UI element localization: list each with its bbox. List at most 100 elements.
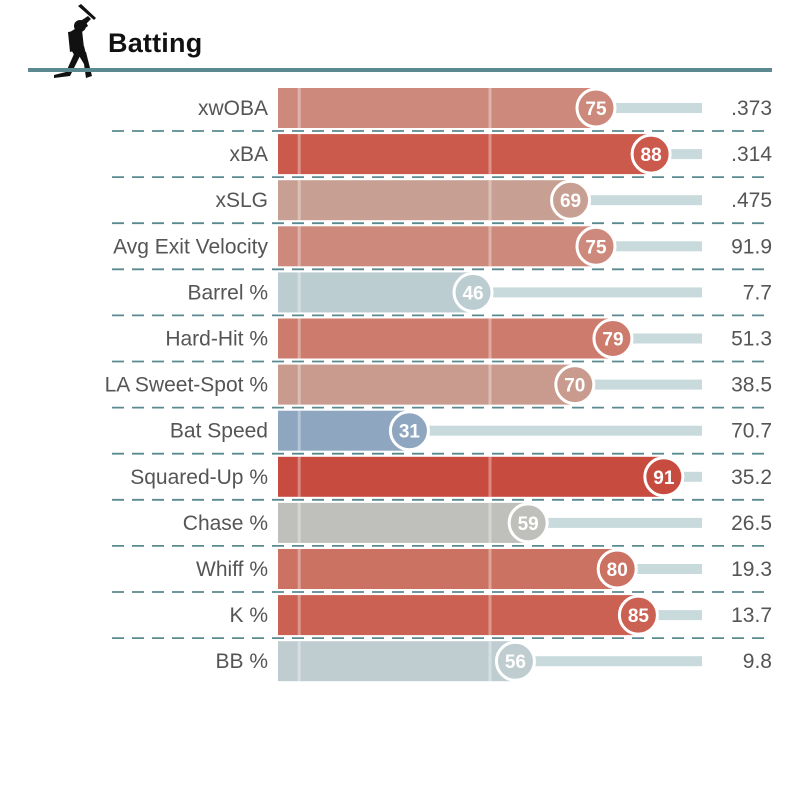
percentile-marker [575, 225, 617, 267]
reference-line [297, 318, 301, 359]
metric-label: Barrel % [187, 281, 268, 304]
percentile-marker [596, 548, 638, 590]
metric-label: xSLG [215, 189, 268, 212]
metric-label: K % [229, 604, 268, 627]
percentile-bar [278, 456, 664, 497]
track-line [473, 287, 702, 298]
percentile-bar [278, 88, 596, 128]
metric-value: 7.7 [743, 281, 772, 304]
reference-line [297, 134, 301, 175]
metric-value: 51.3 [731, 328, 772, 351]
reference-line [488, 318, 492, 359]
metric-row: 31 Bat Speed 70.7 [112, 410, 772, 455]
metric-value: 91.9 [731, 235, 772, 258]
percentile-bar [278, 272, 474, 313]
metric-row: 70 LA Sweet-Spot % 38.5 [105, 364, 772, 409]
track-line [570, 195, 702, 206]
reference-line [488, 641, 492, 682]
percentile-label: 31 [399, 422, 421, 443]
percentile-marker [550, 179, 592, 221]
reference-line [488, 180, 492, 221]
percentile-bar [278, 134, 652, 175]
percentile-bar [278, 502, 529, 543]
percentile-marker [554, 364, 596, 406]
metric-value: 35.2 [731, 466, 772, 489]
reference-line [297, 88, 301, 128]
percentile-marker [575, 87, 617, 129]
metric-value: .475 [731, 189, 772, 212]
metric-value: .314 [731, 143, 772, 166]
metric-label: Chase % [183, 512, 268, 535]
reference-line [488, 88, 492, 128]
percentile-label: 69 [560, 191, 581, 212]
reference-line [488, 502, 492, 543]
percentile-label: 59 [518, 514, 539, 535]
metric-row: 56 BB % 9.8 [215, 640, 772, 682]
reference-line [488, 595, 492, 636]
percentile-marker [592, 318, 634, 359]
reference-line [488, 549, 492, 589]
percentile-bar [278, 180, 571, 221]
reference-line [297, 180, 301, 221]
percentile-label: 75 [585, 237, 607, 258]
percentile-marker [643, 456, 685, 498]
track-line [574, 379, 702, 390]
percentile-marker [630, 133, 672, 175]
percentile-label: 80 [607, 560, 628, 581]
reference-line [297, 595, 301, 636]
percentile-bar [278, 410, 410, 451]
metric-row: 69 xSLG .475 [112, 179, 772, 225]
percentile-bar [278, 595, 639, 636]
metric-row: 85 K % 13.7 [112, 594, 772, 639]
percentile-bar [278, 641, 516, 682]
track-line [651, 149, 702, 160]
metric-label: Whiff % [196, 558, 268, 581]
percentile-label: 56 [505, 652, 526, 673]
reference-line [297, 641, 301, 682]
percentile-label: 70 [564, 376, 585, 397]
track-line [596, 103, 702, 113]
percentile-label: 75 [585, 99, 607, 120]
reference-line [297, 549, 301, 589]
percentile-marker [507, 502, 549, 544]
percentile-label: 46 [462, 283, 483, 304]
percentile-marker [452, 271, 494, 313]
reference-line [297, 502, 301, 543]
metric-value: 70.7 [731, 420, 772, 443]
track-line [515, 656, 702, 667]
metric-row: 75 Avg Exit Velocity 91.9 [112, 225, 772, 271]
metric-row: 80 Whiff % 19.3 [112, 548, 772, 593]
reference-line [297, 456, 301, 497]
percentile-label: 79 [602, 330, 623, 351]
track-line [638, 610, 702, 621]
reference-line [488, 456, 492, 497]
track-line [409, 425, 702, 436]
header-rule [28, 68, 772, 72]
percentile-bar [278, 549, 618, 589]
metric-value: 19.3 [731, 558, 772, 581]
metric-label: Squared-Up % [130, 466, 268, 489]
percentile-marker [617, 594, 659, 636]
percentile-bar [278, 226, 596, 267]
track-line [612, 333, 702, 344]
reference-line [297, 226, 301, 267]
metric-value: 13.7 [731, 604, 772, 627]
metric-label: xwOBA [198, 97, 268, 120]
reference-line [297, 272, 301, 313]
chart-title: Batting [108, 28, 203, 58]
percentile-label: 85 [628, 606, 650, 627]
chart-header: Batting [28, 0, 772, 78]
reference-line [297, 410, 301, 451]
metric-label: xBA [229, 143, 268, 166]
metric-label: LA Sweet-Spot % [105, 374, 268, 397]
metric-row: 75 xwOBA .373 [112, 87, 772, 132]
metric-row: 79 Hard-Hit % 51.3 [112, 318, 772, 363]
percentile-label: 91 [653, 468, 675, 489]
reference-line [297, 364, 301, 405]
track-line [596, 241, 702, 252]
metric-label: Hard-Hit % [165, 328, 268, 351]
reference-line [488, 364, 492, 405]
percentile-bar [278, 318, 613, 359]
metric-value: 9.8 [743, 650, 772, 673]
